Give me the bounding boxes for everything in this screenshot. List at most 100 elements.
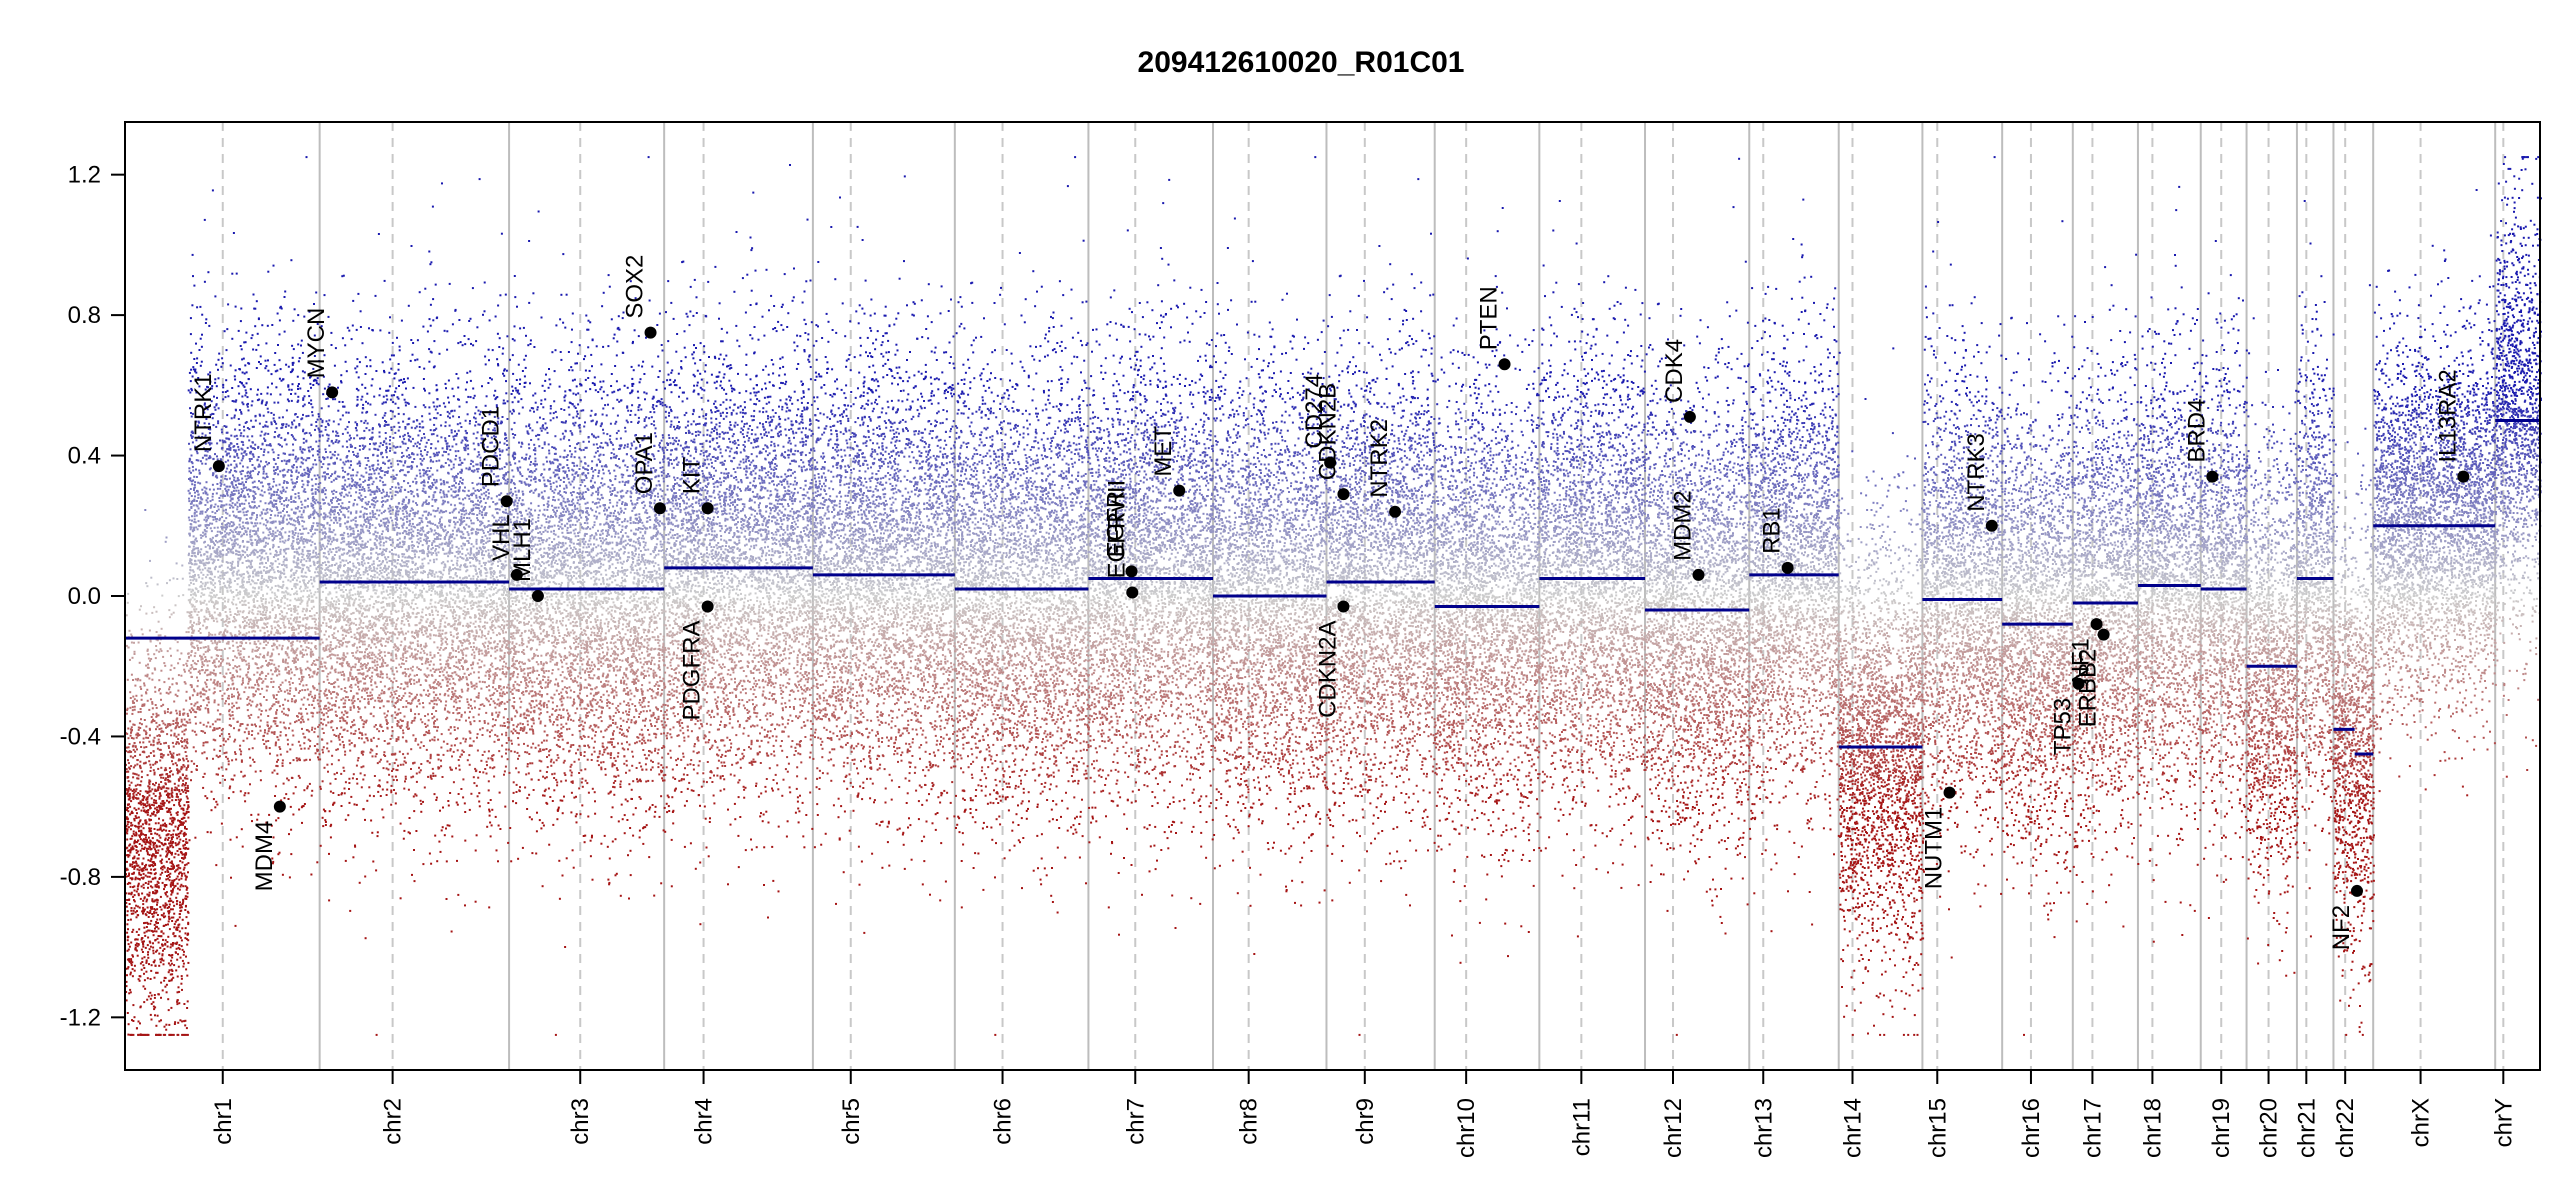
probe-point (142, 903, 144, 905)
probe-point (186, 796, 188, 798)
probe-point (303, 521, 305, 523)
probe-point (150, 767, 152, 769)
probe-point (168, 910, 170, 912)
probe-point (158, 651, 160, 653)
probe-point (164, 665, 166, 667)
probe-point (240, 751, 242, 753)
probe-point (160, 767, 162, 769)
probe-point (133, 831, 135, 833)
probe-point (174, 783, 176, 785)
probe-point (175, 921, 177, 923)
probe-point (172, 763, 174, 765)
probe-point (229, 608, 231, 610)
probe-point (180, 778, 182, 780)
probe-point (314, 543, 316, 545)
probe-point (186, 944, 188, 946)
probe-point (169, 775, 171, 777)
probe-point (151, 886, 153, 888)
probe-point (313, 707, 315, 709)
probe-point (149, 728, 151, 730)
probe-point (154, 863, 156, 865)
probe-point (126, 816, 128, 818)
probe-point (130, 838, 132, 840)
probe-point (139, 609, 141, 611)
probe-point (179, 800, 181, 802)
probe-point (254, 501, 256, 503)
probe-point (150, 970, 152, 972)
probe-point (176, 1003, 178, 1005)
probe-point (138, 1034, 140, 1036)
probe-point (133, 749, 135, 751)
probe-point (221, 823, 223, 825)
probe-point (173, 866, 175, 868)
probe-point (141, 910, 143, 912)
probe-point (176, 903, 178, 905)
probe-point (252, 482, 254, 484)
probe-point (177, 976, 179, 978)
probe-point (166, 807, 168, 809)
probe-point (134, 709, 136, 711)
probe-point (171, 892, 173, 894)
probe-point (182, 949, 184, 951)
probe-point (148, 658, 150, 660)
probe-point (176, 929, 178, 931)
probe-point (147, 664, 149, 666)
probe-point (157, 972, 159, 974)
probe-point (180, 652, 182, 654)
probe-point (168, 980, 170, 982)
probe-point (144, 909, 146, 911)
probe-point (131, 1019, 133, 1021)
probe-point (320, 690, 322, 692)
probe-point (227, 539, 229, 541)
probe-point (161, 757, 163, 759)
probe-point (141, 776, 143, 778)
probe-point (204, 656, 206, 658)
probe-point (181, 1034, 183, 1036)
probe-point (145, 971, 147, 973)
probe-point (171, 613, 173, 615)
probe-point (175, 722, 177, 724)
probe-point (179, 713, 181, 715)
probe-point (279, 735, 281, 737)
probe-point (159, 792, 161, 794)
probe-point (278, 554, 280, 556)
probe-point (146, 821, 148, 823)
probe-point (131, 713, 133, 715)
probe-point (151, 856, 153, 858)
probe-point (163, 829, 165, 831)
probe-point (169, 876, 171, 878)
probe-point (174, 789, 176, 791)
probe-point (131, 864, 133, 866)
probe-point (132, 702, 134, 704)
probe-point (187, 892, 189, 894)
probe-point (146, 899, 148, 901)
probe-point (175, 853, 177, 855)
probe-point (181, 927, 183, 929)
probe-point (152, 813, 154, 815)
probe-point (301, 486, 303, 488)
probe-point (130, 765, 132, 767)
probe-point (139, 761, 141, 763)
probe-point (187, 766, 189, 768)
probe-point (172, 882, 174, 884)
probe-point (175, 897, 177, 899)
probe-point (144, 841, 146, 843)
probe-point (186, 747, 188, 749)
probe-point (155, 1034, 157, 1036)
probe-point (129, 903, 131, 905)
probe-point (156, 833, 158, 835)
probe-point (299, 510, 301, 512)
probe-point (228, 489, 230, 491)
probe-point (164, 1026, 166, 1028)
probe-point (160, 874, 162, 876)
probe-point (161, 872, 163, 874)
probe-point (160, 699, 162, 701)
probe-point (127, 910, 129, 912)
probe-point (154, 994, 156, 996)
probe-point (183, 951, 185, 953)
probe-point (184, 719, 186, 721)
probe-point (162, 824, 164, 826)
probe-point (209, 489, 211, 491)
probe-point (156, 839, 158, 841)
probe-point (168, 609, 170, 611)
